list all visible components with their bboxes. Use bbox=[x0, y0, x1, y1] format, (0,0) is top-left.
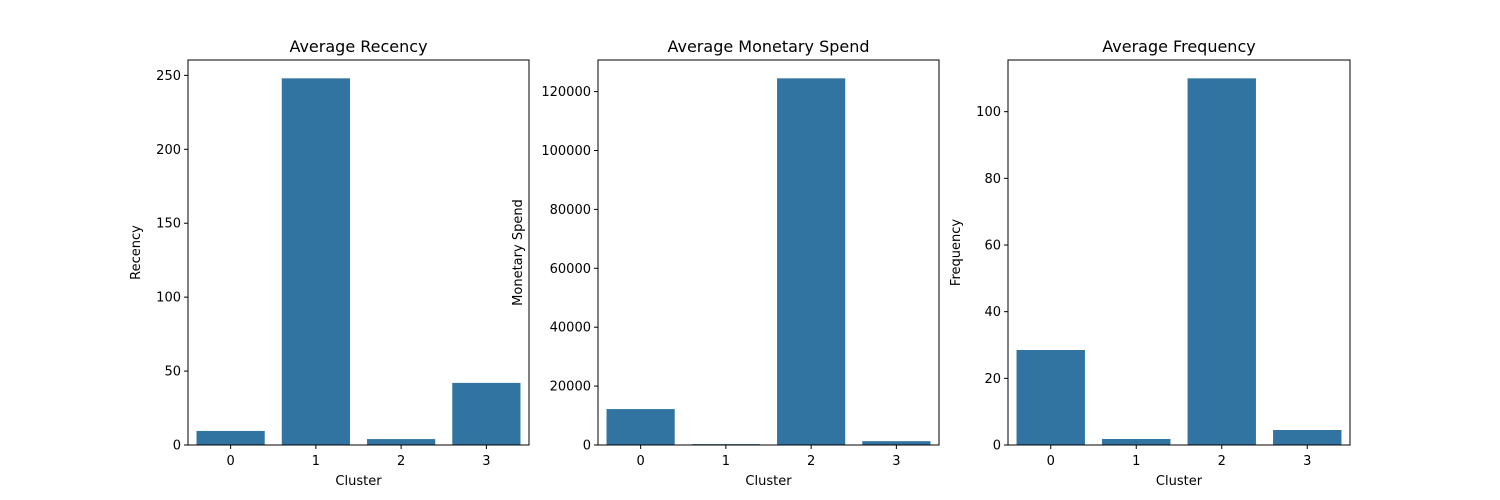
y-tick-label: 60000 bbox=[550, 262, 591, 277]
y-tick-label: 80 bbox=[984, 172, 1001, 187]
bar-cluster-1 bbox=[281, 78, 350, 445]
y-tick-label: 50 bbox=[164, 365, 181, 380]
x-tick-label: 0 bbox=[1047, 454, 1055, 469]
y-tick-label: 20000 bbox=[550, 380, 591, 395]
x-tick-label: 2 bbox=[1218, 454, 1226, 469]
bar-cluster-0 bbox=[1016, 350, 1085, 445]
bar-cluster-0 bbox=[196, 430, 265, 445]
y-axis-label: Recency bbox=[129, 225, 144, 280]
subplot-1: 0 20000 40000 60000 80000 100000 120000 0 1 2 3 Ave… bbox=[511, 37, 940, 489]
x-tick-label: 1 bbox=[1132, 454, 1140, 469]
chart-title: Average Recency bbox=[289, 37, 427, 56]
axes-frame bbox=[1007, 59, 1351, 446]
y-tick-label: 40 bbox=[984, 305, 1001, 320]
y-tick-label: 60 bbox=[984, 239, 1001, 254]
bar-cluster-2 bbox=[367, 439, 436, 445]
y-tick-label: 20 bbox=[984, 372, 1001, 387]
x-tick-label: 3 bbox=[482, 454, 490, 469]
y-tick-label: 200 bbox=[156, 143, 181, 158]
y-tick-label: 100000 bbox=[541, 144, 591, 159]
x-tick-label: 2 bbox=[807, 454, 815, 469]
y-tick-label: 100 bbox=[976, 105, 1001, 120]
y-tick-label: 0 bbox=[993, 439, 1001, 454]
x-tick-label: 0 bbox=[636, 454, 644, 469]
y-tick-label: 250 bbox=[156, 69, 181, 84]
bar-cluster-2 bbox=[1187, 78, 1256, 445]
y-axis-label: Monetary Spend bbox=[511, 199, 526, 306]
x-tick-label: 1 bbox=[312, 454, 320, 469]
x-tick-label: 3 bbox=[892, 454, 900, 469]
bar-cluster-0 bbox=[606, 409, 675, 445]
x-axis-label: Cluster bbox=[335, 474, 382, 489]
y-tick-label: 100 bbox=[156, 291, 181, 306]
y-tick-label: 80000 bbox=[550, 203, 591, 218]
chart-title: Average Monetary Spend bbox=[667, 37, 869, 56]
x-axis-label: Cluster bbox=[745, 474, 792, 489]
axes-frame bbox=[187, 59, 530, 446]
y-tick-label: 0 bbox=[583, 439, 591, 454]
subplot-2: 0 20 40 60 80 100 0 1 2 3 Average Frequency Cluster… bbox=[949, 37, 1351, 489]
y-axis-label: Frequency bbox=[949, 219, 964, 286]
y-tick-label: 150 bbox=[156, 217, 181, 232]
axes-frame bbox=[597, 59, 940, 446]
x-tick-label: 2 bbox=[397, 454, 405, 469]
y-tick-label: 120000 bbox=[541, 85, 591, 100]
bar-cluster-3 bbox=[452, 382, 521, 445]
bar-cluster-2 bbox=[777, 78, 846, 445]
y-tick-label: 40000 bbox=[550, 321, 591, 336]
x-tick-label: 1 bbox=[722, 454, 730, 469]
bar-cluster-3 bbox=[862, 441, 931, 445]
x-axis-label: Cluster bbox=[1156, 474, 1203, 489]
bar-cluster-3 bbox=[1273, 430, 1342, 445]
x-tick-label: 0 bbox=[226, 454, 234, 469]
subplot-0: 0 50 100 150 200 250 0 1 2 3 Average Recency Cluste… bbox=[129, 37, 530, 489]
x-tick-label: 3 bbox=[1303, 454, 1311, 469]
y-tick-label: 0 bbox=[173, 439, 181, 454]
bar-cluster-1 bbox=[1102, 439, 1171, 445]
chart-title: Average Frequency bbox=[1102, 37, 1255, 56]
